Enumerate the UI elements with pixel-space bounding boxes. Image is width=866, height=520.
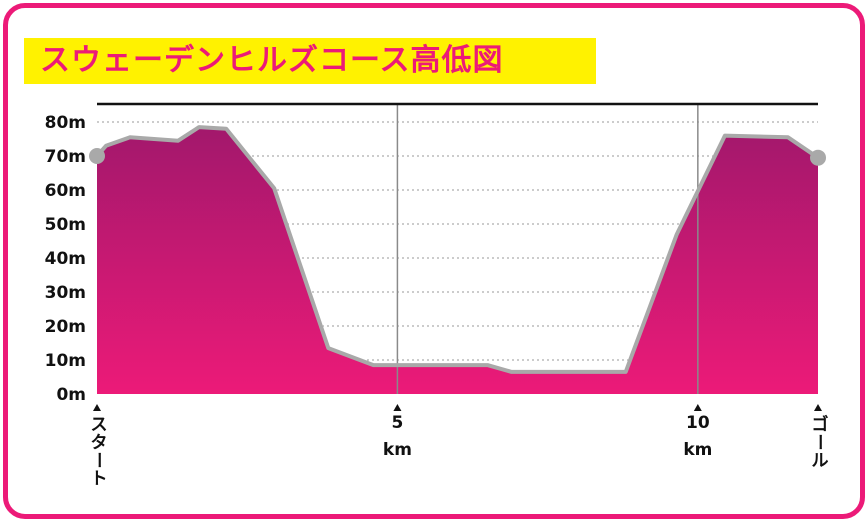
x-tick-unit: km: [683, 440, 712, 460]
x-tick-marker: [93, 404, 101, 411]
x-tick-marker: [814, 404, 822, 411]
title-band: [24, 38, 596, 84]
y-tick-label: 10m: [45, 351, 86, 371]
y-tick-label: 70m: [45, 147, 86, 167]
y-tick-label: 40m: [45, 249, 86, 269]
y-axis-labels: 0m 10m 20m 30m 40m 50m 60m 70m 80m: [45, 113, 86, 405]
y-tick-label: 80m: [45, 113, 86, 133]
x-tick-unit: km: [383, 440, 412, 460]
x-tick-label-char: ー: [88, 452, 108, 469]
y-tick-label: 30m: [45, 283, 86, 303]
start-marker: [89, 148, 105, 164]
x-tick-label-char: ス: [91, 415, 108, 435]
x-tick-label-char: ー: [809, 434, 829, 451]
x-tick-label-char: ル: [812, 451, 829, 471]
y-tick-label: 0m: [56, 385, 86, 405]
x-tick-marker: [393, 404, 402, 411]
x-tick-label: 5: [391, 413, 403, 433]
x-tick-label: 10: [686, 413, 710, 433]
y-tick-label: 20m: [45, 317, 86, 337]
chart-title: スウェーデンヒルズコース高低図: [40, 43, 504, 78]
x-tick-marker: [693, 404, 702, 411]
vertical-gridlines: [396, 104, 699, 394]
x-tick-label-char: ゴ: [812, 414, 829, 435]
elevation-area: [97, 127, 818, 394]
goal-marker: [810, 149, 826, 166]
y-tick-label: 50m: [45, 215, 86, 235]
y-tick-label: 60m: [45, 181, 86, 201]
x-tick-label-char: タ: [91, 433, 108, 453]
x-tick-label-char: ト: [91, 469, 108, 489]
elevation-outline: [95, 125, 820, 374]
